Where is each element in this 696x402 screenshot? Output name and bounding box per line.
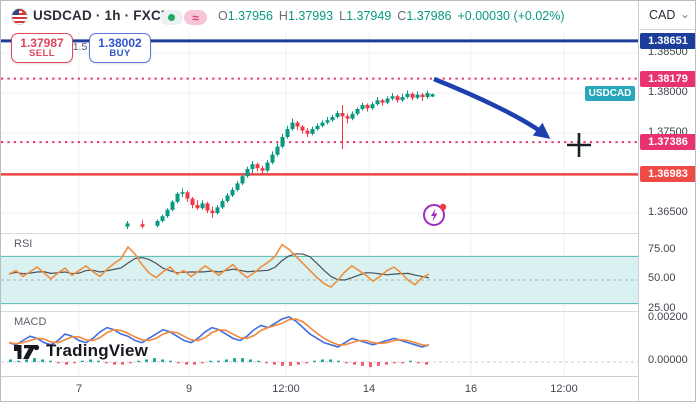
down-arrow-annotation[interactable] — [433, 76, 551, 139]
currency-selector[interactable]: CAD ⌄ — [639, 1, 695, 30]
data-status-icon[interactable]: ≈ — [184, 10, 207, 25]
rsi-axis-tick: 25.00 — [648, 301, 676, 314]
sell-button[interactable]: 1.37987 SELL — [11, 33, 73, 63]
usdcad-flag-icon — [11, 8, 28, 25]
rsi-axis-tick: 50.00 — [648, 272, 676, 284]
price-axis-tick: 1.38000 — [648, 86, 688, 98]
price-scale[interactable]: CAD ⌄ 1.38500 1.38000 1.37500 1.36500 75.00 5… — [638, 1, 695, 401]
tradingview-logo[interactable]: TradingView — [14, 341, 148, 361]
quick-trade-lightning-button[interactable] — [422, 202, 448, 228]
symbol-title[interactable]: USDCAD · 1h · FXCM — [33, 8, 173, 23]
macd-axis-tick: 0.00000 — [648, 354, 688, 366]
spread-value: 1.5 — [72, 41, 88, 53]
price-level-badge: 1.36983 — [640, 166, 695, 183]
price-level-badge: 1.38651 — [640, 32, 695, 49]
price-axis-tick: 1.38500 — [648, 46, 688, 58]
time-axis-label: 9 — [185, 383, 193, 395]
symbol-price-badge: USDCAD — [585, 86, 635, 102]
time-scale[interactable]: 7 9 12:00 14 16 12:00 — [1, 376, 695, 401]
market-status-icon[interactable] — [160, 10, 183, 25]
close-key: C — [397, 9, 407, 23]
ohlc-legend: O1.37956 H1.37993 L1.37949 C1.37986 +0.00030… — [218, 9, 565, 23]
low-value: 1.37949 — [346, 9, 392, 23]
tradingview-logo-text: TradingView — [46, 341, 149, 360]
rsi-pane-title: RSI — [14, 238, 33, 250]
buy-price: 1.38002 — [98, 35, 142, 50]
macd-indicator-pane[interactable] — [1, 311, 638, 377]
candlestick-series — [125, 90, 435, 229]
chart-legend-bar: USDCAD · 1h · FXCM ≈ O1.37956 H1.37993 L1.… — [1, 1, 638, 31]
rsi-line — [8, 243, 430, 289]
currency-label: CAD — [649, 8, 676, 22]
price-axis-tick: 1.36500 — [648, 206, 688, 218]
price-level-badge: 1.37386 — [640, 134, 695, 151]
time-axis-label: 12:00 — [550, 383, 578, 395]
sell-price: 1.37987 — [20, 35, 64, 50]
time-axis-label: 14 — [362, 383, 376, 395]
price-level-badge: 1.38179 — [640, 70, 695, 87]
time-axis-label: 16 — [464, 383, 478, 395]
low-key: L — [339, 9, 347, 23]
chevron-down-icon: ⌄ — [679, 7, 690, 21]
high-key: H — [278, 9, 288, 23]
open-value: 1.37956 — [227, 9, 273, 23]
high-value: 1.37993 — [287, 9, 334, 23]
macd-pane-title: MACD — [14, 316, 47, 328]
macd-signal-line — [8, 318, 430, 347]
crosshair-cursor-icon — [567, 133, 591, 157]
open-key: O — [218, 9, 228, 23]
macd-histogram — [9, 358, 428, 368]
time-axis-label: 12:00 — [272, 383, 300, 395]
buy-button[interactable]: 1.38002 BUY — [89, 33, 151, 63]
rsi-axis-tick: 75.00 — [648, 242, 676, 255]
buy-label: BUY — [109, 48, 131, 60]
change-value: +0.00030 (+0.02%) — [457, 9, 565, 23]
macd-axis-tick: 0.00200 — [648, 311, 688, 323]
sell-label: SELL — [29, 48, 55, 60]
rsi-ma-line — [8, 253, 430, 281]
time-axis-label: 7 — [75, 383, 83, 395]
close-value: 1.37986 — [406, 9, 452, 23]
rsi-indicator-pane[interactable] — [1, 233, 638, 312]
tradingview-mark-icon — [14, 344, 40, 359]
